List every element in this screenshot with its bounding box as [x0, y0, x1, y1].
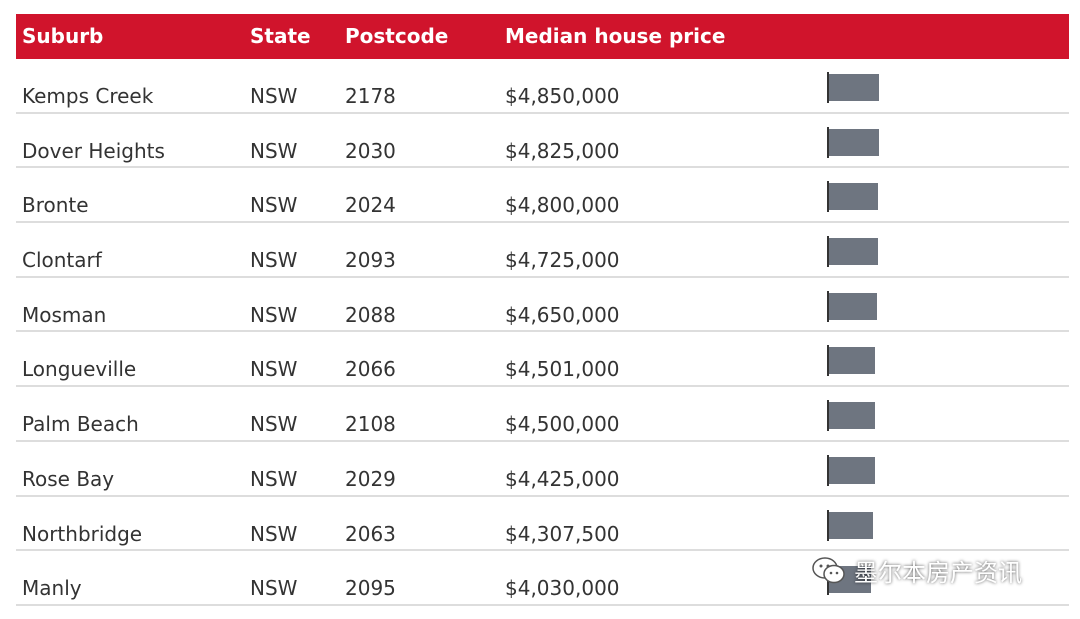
suburb-cell: Dover Heights	[22, 138, 165, 163]
bar-axis-line	[827, 181, 829, 213]
suburb-cell: Palm Beach	[22, 412, 139, 437]
state-cell: NSW	[250, 576, 298, 601]
watermark: 墨尔本房产资讯	[812, 553, 1022, 588]
price-bar	[829, 456, 875, 484]
postcode-cell: 2063	[345, 521, 396, 546]
suburb-cell: Rose Bay	[22, 466, 115, 491]
price-cell: $4,501,000	[505, 357, 620, 382]
suburb-cell: Northbridge	[22, 521, 143, 546]
postcode-cell: 2088	[345, 302, 396, 327]
postcode-cell: 2095	[345, 576, 396, 601]
state-cell: NSW	[250, 248, 298, 273]
bar-axis-line	[827, 345, 829, 377]
postcode-cell: 2066	[345, 357, 396, 382]
bar-axis-line	[827, 72, 829, 103]
state-cell: NSW	[250, 466, 298, 491]
table-row: Rose Bay NSW 2029 $4,425,000	[16, 442, 1069, 497]
state-cell: NSW	[250, 302, 298, 327]
postcode-cell: 2024	[345, 193, 396, 218]
header-state: State	[250, 24, 311, 48]
table-row: Bronte NSW 2024 $4,800,000	[16, 168, 1069, 224]
price-cell: $4,425,000	[505, 466, 620, 491]
bar-axis-line	[827, 290, 829, 322]
price-bar	[829, 347, 876, 375]
suburb-cell: Mosman	[22, 302, 107, 327]
price-bar	[829, 183, 879, 211]
price-cell: $4,800,000	[505, 193, 620, 218]
table-body: Kemps Creek NSW 2178 $4,850,000 Dover Height…	[16, 59, 1069, 606]
state-cell: NSW	[250, 84, 298, 108]
postcode-cell: 2178	[345, 84, 396, 108]
table-row: Palm Beach NSW 2108 $4,500,000	[16, 387, 1069, 442]
bar-axis-line	[827, 126, 829, 158]
table-row: Clontarf NSW 2093 $4,725,000	[16, 223, 1069, 278]
suburb-cell: Manly	[22, 576, 82, 601]
price-cell: $4,850,000	[505, 84, 620, 108]
price-bar	[829, 292, 877, 320]
table-row: Kemps Creek NSW 2178 $4,850,000	[16, 59, 1069, 114]
bar-axis-line	[827, 509, 829, 541]
table-row: Mosman NSW 2088 $4,650,000	[16, 278, 1069, 333]
suburb-cell: Longueville	[22, 357, 137, 382]
price-bar	[829, 402, 876, 430]
header-suburb: Suburb	[22, 24, 104, 48]
state-cell: NSW	[250, 412, 298, 437]
price-cell: $4,725,000	[505, 248, 620, 273]
price-bar	[829, 128, 879, 156]
header-median-price: Median house price	[505, 24, 726, 48]
price-bar	[829, 511, 874, 539]
price-cell: $4,307,500	[505, 521, 620, 546]
watermark-text: 墨尔本房产资讯	[854, 559, 1022, 587]
suburb-cell: Kemps Creek	[22, 84, 154, 108]
price-cell: $4,825,000	[505, 138, 620, 163]
price-cell: $4,500,000	[505, 412, 620, 437]
bar-axis-line	[827, 236, 829, 268]
price-cell: $4,030,000	[505, 576, 620, 601]
state-cell: NSW	[250, 193, 298, 218]
table-row: Northbridge NSW 2063 $4,307,500	[16, 497, 1069, 552]
table-row: Manly NSW 2095 $4,030,000	[16, 551, 1069, 606]
price-cell: $4,650,000	[505, 302, 620, 327]
header-postcode: Postcode	[345, 24, 449, 48]
postcode-cell: 2093	[345, 248, 396, 273]
state-cell: NSW	[250, 357, 298, 382]
price-bar	[829, 74, 879, 101]
wechat-icon	[812, 556, 845, 583]
postcode-cell: 2108	[345, 412, 396, 437]
suburb-cell: Bronte	[22, 193, 89, 218]
table-header: Suburb State Postcode Median house price	[16, 14, 1069, 59]
bar-axis-line	[827, 400, 829, 432]
table-row: Dover Heights NSW 2030 $4,825,000	[16, 114, 1069, 169]
suburb-cell: Clontarf	[22, 248, 102, 273]
postcode-cell: 2030	[345, 138, 396, 163]
state-cell: NSW	[250, 138, 298, 163]
bar-axis-line	[827, 454, 829, 486]
table-row: Longueville NSW 2066 $4,501,000	[16, 332, 1069, 388]
state-cell: NSW	[250, 521, 298, 546]
price-bar	[829, 238, 878, 266]
postcode-cell: 2029	[345, 466, 396, 491]
price-table: Suburb State Postcode Median house price…	[16, 14, 1069, 606]
